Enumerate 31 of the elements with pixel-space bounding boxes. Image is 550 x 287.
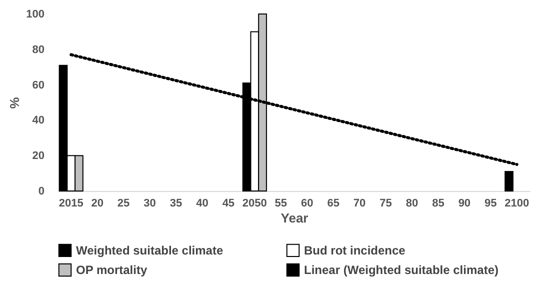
x-tick-label: 80 [406, 198, 418, 210]
x-tick-label: 25 [117, 198, 130, 210]
x-tick-label: 90 [458, 198, 471, 210]
x-tick-label: 30 [144, 198, 156, 210]
x-tick-label: 2015 [58, 198, 84, 210]
x-tick-label: 95 [484, 198, 497, 210]
x-tick-label: 85 [432, 198, 444, 210]
x-tick-label: 2100 [504, 198, 530, 210]
y-axis-title: % [7, 96, 22, 109]
y-tick-label: 80 [32, 44, 44, 56]
legend-label: Weighted suitable climate [76, 243, 224, 258]
x-tick-label: 70 [353, 198, 366, 210]
y-tick-label: 0 [38, 186, 44, 198]
y-tick-label: 100 [26, 8, 44, 20]
y-tick-label: 20 [32, 150, 44, 162]
x-tick-label: 65 [327, 198, 340, 210]
y-tick-label: 40 [32, 114, 44, 127]
y-tick-label: 60 [32, 79, 44, 92]
x-tick-label: 45 [222, 198, 235, 210]
legend-label: Bud rot incidence [304, 243, 406, 258]
bar [504, 171, 514, 192]
x-tick-label: 60 [300, 198, 314, 210]
x-axis-title: Year [280, 210, 308, 226]
x-tick-label: 35 [170, 198, 182, 210]
x-tick-label: 75 [380, 198, 392, 210]
legend-label: OP mortality [76, 263, 148, 277]
legend-label: Linear (Weighted suitable climate) [304, 263, 498, 277]
x-tick-label: 40 [196, 198, 208, 210]
x-tick-label: 2050 [242, 198, 267, 210]
x-tick-label: 55 [274, 198, 288, 210]
x-tick-label: 20 [91, 198, 104, 210]
